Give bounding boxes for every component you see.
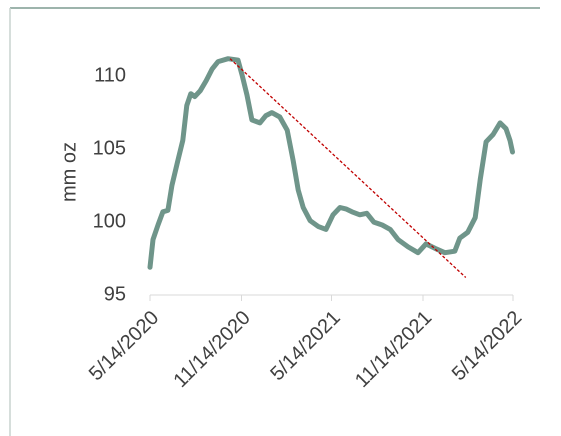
y-tick-label: 95 [104, 283, 126, 305]
y-axis-label: mm oz [58, 142, 80, 202]
x-tick-label: 5/14/2021 [266, 307, 344, 385]
y-tick-label: 110 [94, 64, 126, 86]
x-tick-label: 5/14/2020 [85, 307, 163, 385]
data-line [147, 56, 515, 270]
x-tick-label: 11/14/2021 [351, 307, 436, 392]
y-tick-label: 105 [93, 137, 126, 159]
trendline [229, 58, 467, 278]
x-tick-label: 5/14/2022 [448, 307, 526, 385]
x-tick-label: 11/14/2020 [169, 307, 254, 392]
y-tick-label: 100 [93, 210, 126, 232]
